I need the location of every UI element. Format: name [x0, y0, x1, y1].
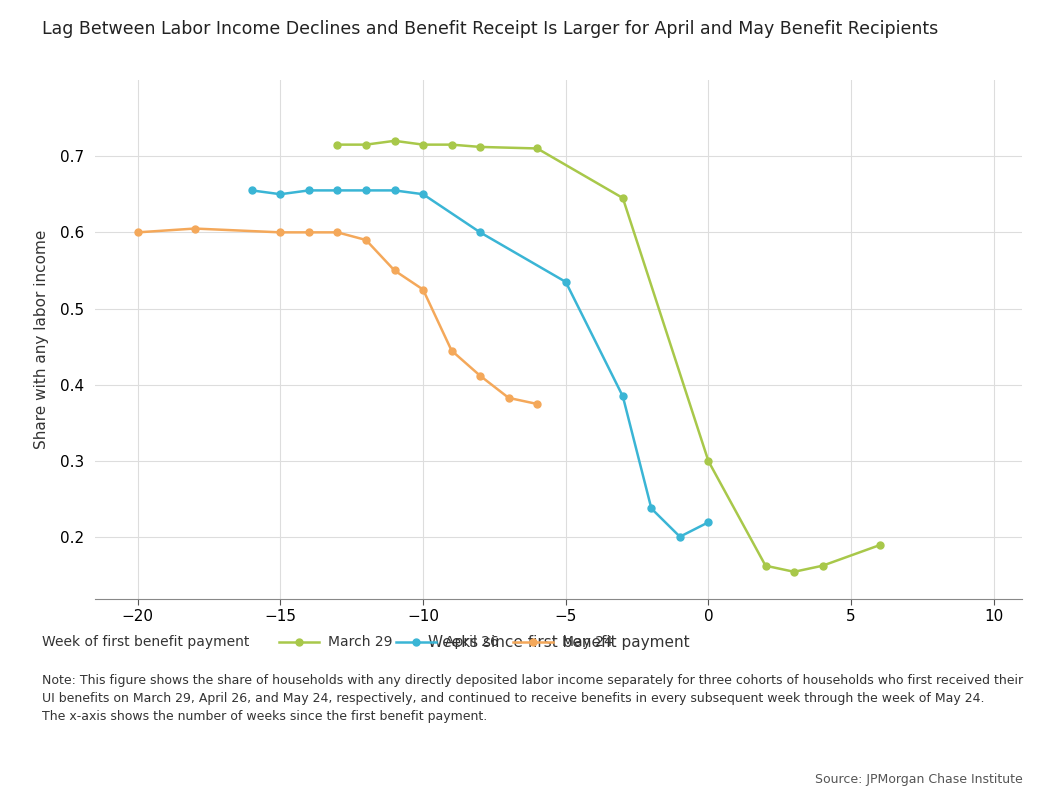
Y-axis label: Share with any labor income: Share with any labor income [34, 230, 50, 448]
Text: Lag Between Labor Income Declines and Benefit Receipt Is Larger for April and Ma: Lag Between Labor Income Declines and Be… [42, 20, 938, 38]
Text: March 29: March 29 [328, 635, 392, 650]
Text: Week of first benefit payment: Week of first benefit payment [42, 635, 250, 650]
Text: Note: This figure shows the share of households with any directly deposited labo: Note: This figure shows the share of hou… [42, 674, 1023, 723]
Text: Source: JPMorgan Chase Institute: Source: JPMorgan Chase Institute [815, 773, 1022, 786]
Text: May 24: May 24 [562, 635, 612, 650]
Text: April 26: April 26 [445, 635, 499, 650]
X-axis label: Weeks since first benefit payment: Weeks since first benefit payment [428, 635, 689, 650]
